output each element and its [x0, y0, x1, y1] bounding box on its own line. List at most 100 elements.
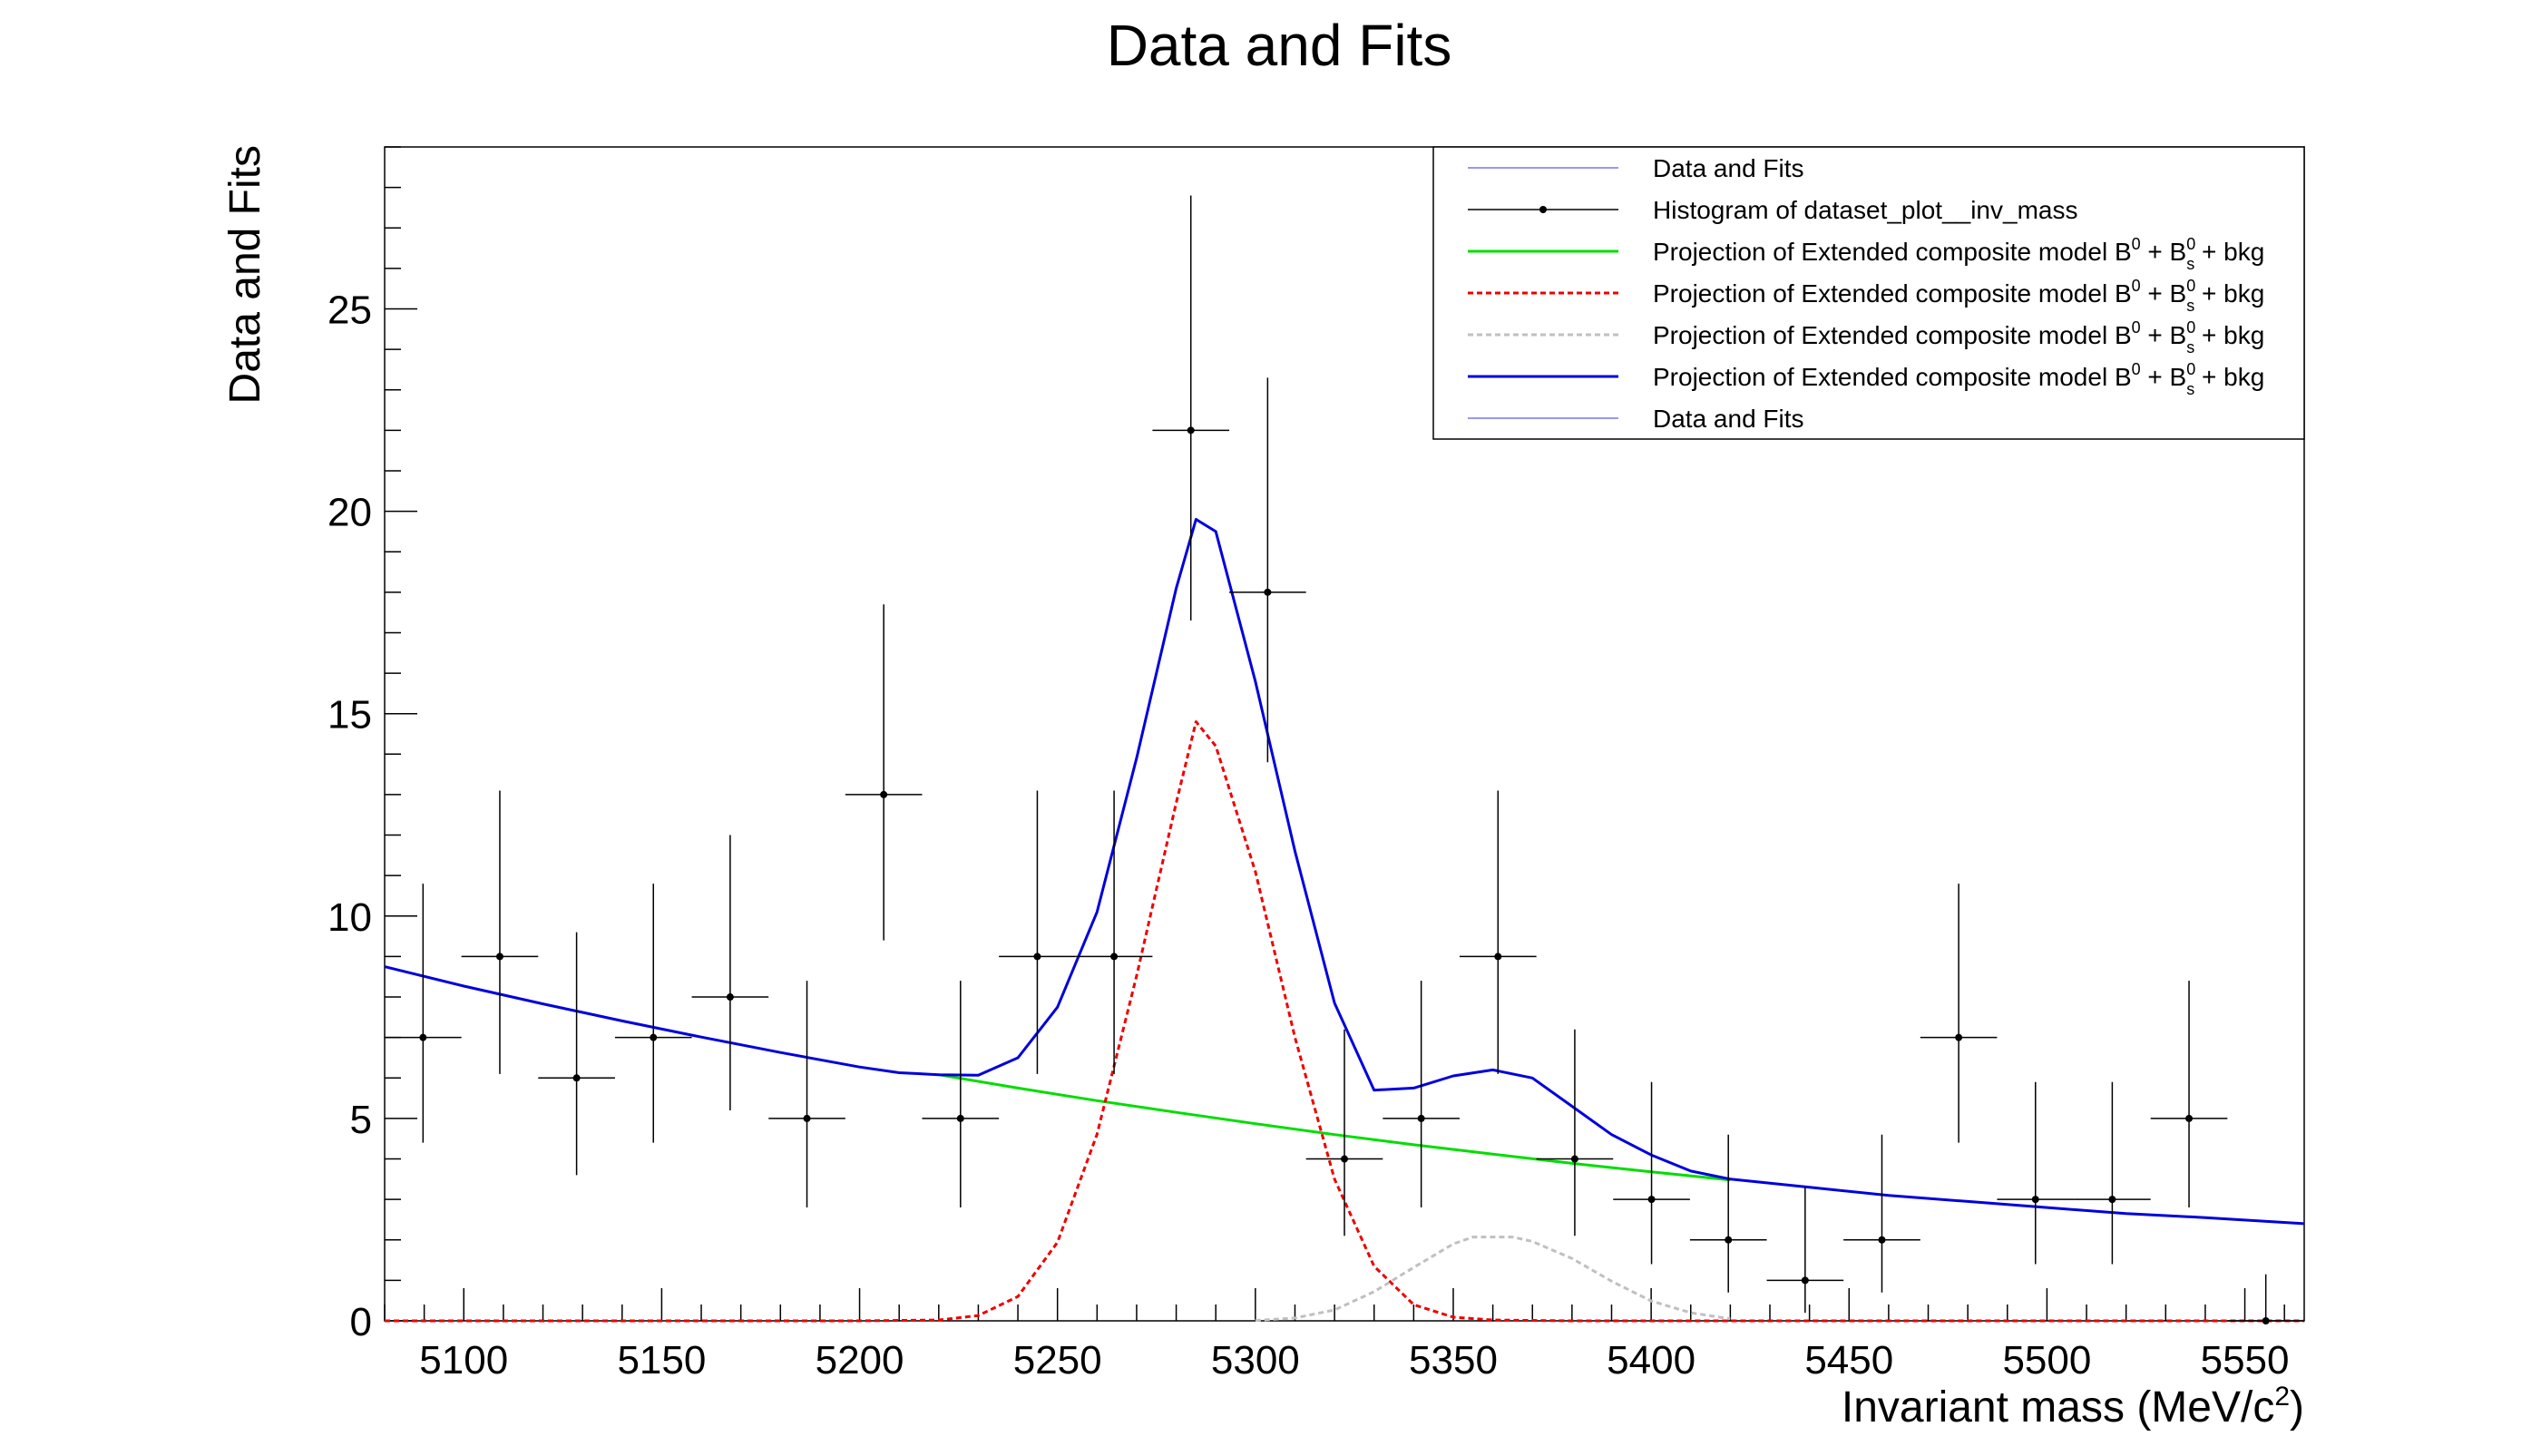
legend-label-text: Data and Fits: [1653, 154, 1804, 182]
data-marker: [419, 1033, 427, 1041]
legend-label: Histogram of dataset_plot__inv_mass: [1653, 196, 2077, 224]
legend-label-text: Projection of Extended composite model B: [1653, 321, 2132, 349]
data-point: [1613, 1081, 1690, 1265]
data-point: [2227, 1274, 2304, 1324]
legend-label-sup: 0: [2132, 318, 2141, 337]
data-point: [1920, 884, 1998, 1143]
data-point: [1152, 195, 1230, 621]
data-marker: [1878, 1236, 1886, 1244]
fit-curve-2: [1255, 1236, 1731, 1323]
x-axis-label-main: Invariant mass (MeV/c: [1842, 1383, 2274, 1432]
data-point: [999, 790, 1076, 1074]
legend-label-sub: s: [2186, 297, 2194, 315]
data-marker: [1647, 1196, 1656, 1204]
data-point: [845, 604, 923, 941]
plot-frame: [384, 146, 2305, 1322]
data-point: [1843, 1134, 1920, 1293]
legend-label: Projection of Extended composite model B…: [1653, 360, 2264, 398]
legend-label-sup: 0: [2186, 318, 2195, 337]
data-point: [2074, 1081, 2151, 1265]
legend-entry: Histogram of dataset_plot__inv_mass: [1468, 196, 2077, 224]
legend-label-sub: s: [2186, 380, 2194, 398]
legend-entry: Projection of Extended composite model B…: [1468, 235, 2264, 273]
data-point: [461, 790, 539, 1074]
data-marker: [2031, 1196, 2039, 1204]
data-marker: [572, 1074, 581, 1082]
data-marker: [1110, 953, 1119, 961]
data-marker: [2108, 1196, 2116, 1204]
legend-label-sup: 0: [2132, 360, 2141, 378]
data-marker: [1033, 953, 1041, 961]
legend-swatch-marker: [1539, 206, 1547, 213]
legend-entry: Data and Fits: [1468, 154, 1804, 182]
data-marker: [1801, 1276, 1809, 1285]
legend-label-text: Projection of Extended composite model B: [1653, 238, 2132, 266]
data-marker: [956, 1114, 964, 1122]
x-axis-label-end: ): [2290, 1383, 2304, 1432]
legend-label-text: + B: [2141, 238, 2187, 266]
legend-label-text: Projection of Extended composite model B: [1653, 363, 2132, 391]
legend-label-text: + bkg: [2194, 321, 2264, 349]
x-tick-label: 5250: [1013, 1338, 1102, 1383]
data-point: [922, 981, 1000, 1208]
axes: 5100 5150 5200 5250 5300 5350 5400 5450 5500 5550…: [327, 146, 2290, 1383]
data-point: [614, 884, 692, 1143]
x-tick-label: 5450: [1804, 1338, 1893, 1383]
legend-label-text: + B: [2141, 363, 2187, 391]
data-point: [691, 835, 769, 1110]
x-tick-label: 5150: [617, 1338, 706, 1383]
legend: Data and Fits Histogram of dataset_plot__…: [1432, 146, 2305, 440]
data-marker: [1570, 1155, 1578, 1163]
fit-curve-1: [385, 720, 2304, 1323]
data-marker: [1187, 426, 1195, 435]
x-tick-label: 5100: [419, 1338, 508, 1383]
chart-title: Data and Fits: [1107, 13, 1452, 78]
x-tick-label: 5400: [1607, 1338, 1695, 1383]
legend-entry: Data and Fits: [1468, 405, 1804, 433]
y-tick-label: 25: [327, 288, 372, 332]
legend-label-text: + B: [2141, 279, 2187, 308]
legend-label-text: + bkg: [2194, 363, 2264, 391]
x-axis-label: Invariant mass (MeV/c2): [1842, 1382, 2304, 1432]
legend-label-sup: 0: [2186, 277, 2195, 295]
data-marker: [1264, 588, 1272, 596]
y-tick-label: 10: [327, 895, 372, 940]
data-point: [1459, 790, 1537, 1074]
legend-label-sub: s: [2186, 338, 2194, 357]
legend-label-sub: s: [2186, 255, 2194, 273]
y-axis-label: Data and Fits: [221, 145, 269, 404]
x-tick-label: 5300: [1211, 1338, 1300, 1383]
data-marker: [726, 993, 734, 1002]
data-point: [1075, 790, 1153, 1074]
data-point: [538, 932, 615, 1176]
legend-label-sup: 0: [2186, 235, 2195, 253]
data-marker: [1725, 1236, 1733, 1244]
data-point: [385, 884, 462, 1143]
legend-label-sup: 0: [2186, 360, 2195, 378]
legend-label-text: Histogram of dataset_plot__inv_mass: [1653, 196, 2077, 224]
data-marker: [803, 1114, 811, 1122]
histogram-points: [385, 195, 2304, 1324]
data-marker: [880, 790, 888, 798]
legend-entry: Projection of Extended composite model B…: [1468, 360, 2264, 398]
legend-label: Data and Fits: [1653, 405, 1804, 433]
x-tick-label: 5350: [1409, 1338, 1498, 1383]
data-point: [1229, 377, 1306, 763]
legend-label-text: + bkg: [2194, 238, 2264, 266]
data-point: [1305, 1029, 1383, 1236]
legend-label-sup: 0: [2132, 235, 2141, 253]
legend-label-sup: 0: [2132, 277, 2141, 295]
legend-label-text: + bkg: [2194, 279, 2264, 308]
data-point: [1997, 1081, 2075, 1265]
y-tick-label: 0: [350, 1300, 372, 1344]
y-tick-label: 5: [350, 1098, 372, 1142]
legend-label-text: + B: [2141, 321, 2187, 349]
data-point: [1536, 1029, 1614, 1236]
fit-curve-3: [384, 518, 2305, 1226]
fit-curves: [384, 518, 2305, 1323]
legend-entry: Projection of Extended composite model B…: [1468, 318, 2264, 357]
legend-label-text: Projection of Extended composite model B: [1653, 279, 2132, 308]
x-tick-label: 5550: [2201, 1338, 2290, 1383]
